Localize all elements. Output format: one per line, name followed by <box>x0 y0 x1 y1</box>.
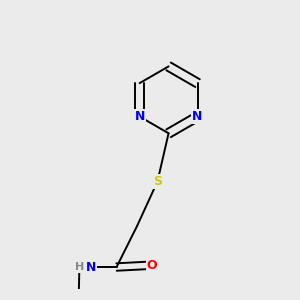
Text: N: N <box>192 110 203 123</box>
Text: H: H <box>75 262 84 272</box>
Text: S: S <box>153 175 162 188</box>
Text: N: N <box>134 110 145 123</box>
Text: N: N <box>86 260 97 274</box>
Text: O: O <box>146 259 157 272</box>
